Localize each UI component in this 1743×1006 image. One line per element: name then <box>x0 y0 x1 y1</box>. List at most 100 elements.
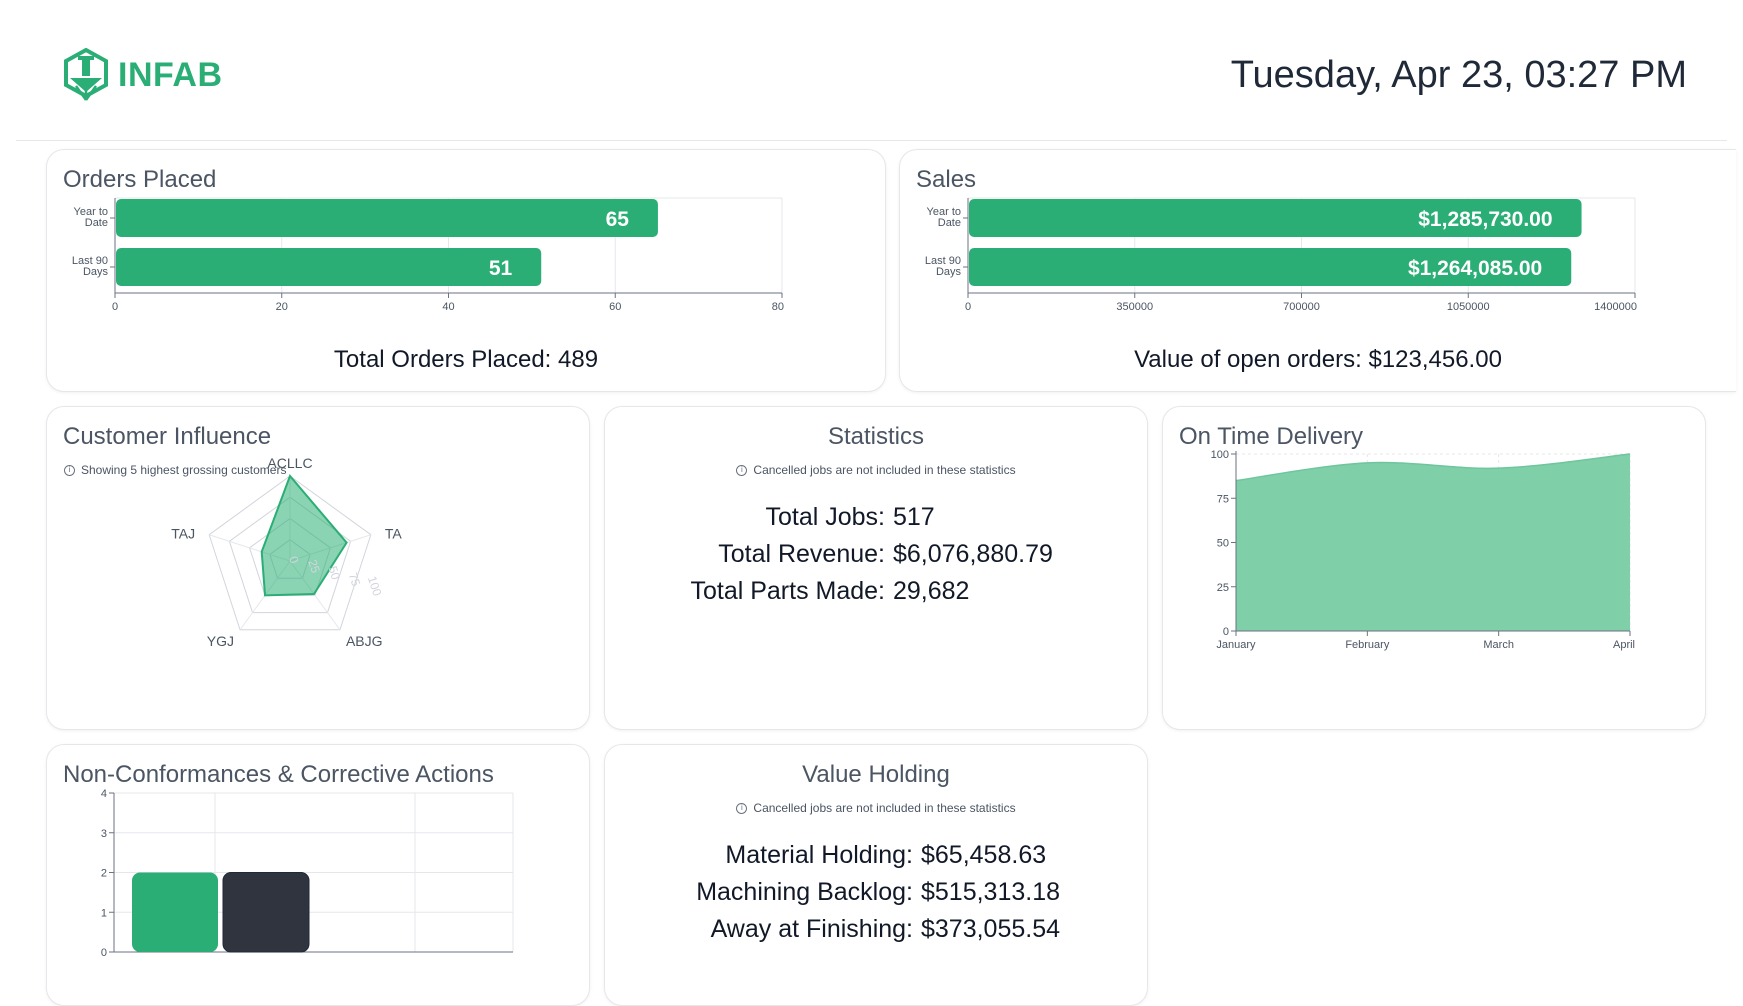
x-tick-label: February <box>1345 639 1390 651</box>
bar <box>132 872 218 952</box>
stat-label: Total Revenue: <box>718 540 885 568</box>
stat-value: $65,458.63 <box>921 841 1047 869</box>
customer-influence-note-text: Showing 5 highest grossing customers <box>81 463 287 477</box>
stat-label: Away at Finishing: <box>710 915 913 943</box>
on-time-delivery-chart: 0 25 50 75 100 January February March April <box>1211 449 1635 651</box>
radar-tick-label: 0 <box>286 554 301 565</box>
radar-axis-label: ABJG <box>346 633 383 649</box>
stat-label: Material Holding: <box>725 841 913 869</box>
logo-text: INFAB <box>118 55 223 94</box>
x-tick-label: 80 <box>772 301 784 313</box>
bar <box>222 872 310 953</box>
stat-value: $515,313.18 <box>921 878 1061 906</box>
x-tick-label: April <box>1613 639 1635 651</box>
y-category-label: Date <box>85 217 108 229</box>
x-tick-label: 1050000 <box>1447 301 1490 313</box>
y-tick-label: 0 <box>101 947 107 959</box>
bar-value-label: $1,285,730.00 <box>1418 208 1552 231</box>
area-line <box>1235 453 1631 482</box>
info-icon: i <box>64 464 75 476</box>
x-tick-label: 40 <box>442 301 454 313</box>
y-tick-label: 1 <box>101 907 107 919</box>
y-tick-label: 75 <box>1217 493 1229 505</box>
infab-logo-icon <box>64 48 108 101</box>
radar-tick-label: 100 <box>365 574 385 598</box>
info-icon: i <box>736 802 748 814</box>
x-tick-label: January <box>1216 639 1256 651</box>
x-tick-label: 350000 <box>1116 301 1153 313</box>
stat-value: $373,055.54 <box>921 915 1061 943</box>
bar <box>116 248 542 286</box>
radar-tick-label: 50 <box>326 564 344 581</box>
stat-label: Total Parts Made: <box>690 577 885 605</box>
stat-label: Machining Backlog: <box>696 878 913 906</box>
orders-placed-card: Orders Placed 0 20 40 60 80 65 Year to Date 51 La… <box>46 149 886 392</box>
header: INFAB Tuesday, Apr 23, 03:27 PM <box>0 0 1743 140</box>
statistics-note: i Cancelled jobs are not included in the… <box>605 463 1147 477</box>
stat-value: 29,682 <box>893 577 970 605</box>
stat-total-revenue: Total Revenue: $6,076,880.79 <box>605 540 1147 569</box>
radar-grid-ring <box>208 475 372 631</box>
radar-axis-label: TAJ <box>171 526 195 542</box>
statistics-title: Statistics <box>827 423 925 450</box>
y-category-label: Date <box>938 217 961 229</box>
x-tick-label: 0 <box>112 301 118 313</box>
x-tick-label: 1400000 <box>1594 301 1637 313</box>
value-holding-card: Value Holding i Cancelled jobs are not i… <box>604 744 1148 1006</box>
x-tick-label: 700000 <box>1283 301 1320 313</box>
sales-title: Sales <box>916 166 977 193</box>
statistics-card: Statistics i Cancelled jobs are not incl… <box>604 406 1148 730</box>
stat-total-jobs: Total Jobs: 517 <box>605 503 1147 532</box>
radar-axis-label: TA <box>385 526 403 542</box>
y-tick-label: 50 <box>1217 538 1229 550</box>
y-tick-label: 4 <box>101 788 107 800</box>
stat-total-parts: Total Parts Made: 29,682 <box>605 577 1147 606</box>
x-tick-label: 0 <box>965 301 971 313</box>
area-fill <box>1236 454 1630 631</box>
customer-influence-title: Customer Influence <box>63 423 272 450</box>
value-holding-title: Value Holding <box>802 761 950 788</box>
non-conformances-chart: 0 1 2 3 4 <box>101 788 514 959</box>
logo: INFAB <box>62 48 223 102</box>
y-tick-label: 25 <box>1217 582 1229 594</box>
bar <box>116 199 658 237</box>
y-tick-label: 100 <box>1211 449 1229 461</box>
y-tick-label: 2 <box>101 868 107 880</box>
customer-influence-card: Customer Influence i Showing 5 highest g… <box>46 406 590 730</box>
bar <box>969 199 1582 237</box>
header-divider <box>16 140 1727 141</box>
x-tick-label: 60 <box>609 301 621 313</box>
value-holding-note: i Cancelled jobs are not included in the… <box>605 801 1147 815</box>
y-category-label: Year to <box>927 206 961 218</box>
non-conformances-card: Non-Conformances & Corrective Actions 0 1… <box>46 744 590 1006</box>
on-time-delivery-card: On Time Delivery 0 25 50 75 100 January Februa… <box>1162 406 1706 730</box>
y-category-label: Last 90 <box>925 255 961 267</box>
y-category-label: Year to <box>74 206 108 218</box>
bar-value-label: 51 <box>489 257 513 280</box>
away-at-finishing-row: Away at Finishing: $373,055.54 <box>605 915 1147 944</box>
total-orders-label: Total Orders Placed: 489 <box>333 346 599 373</box>
open-orders-value-label: Value of open orders: $123,456.00 <box>1134 346 1502 373</box>
y-tick-label: 3 <box>101 828 107 840</box>
stat-value: $6,076,880.79 <box>893 540 1053 568</box>
sales-card: Sales 0 350000 700000 1050000 1400000 $1,285,… <box>899 149 1736 392</box>
y-category-label: Last 90 <box>72 255 108 267</box>
sales-chart: 0 350000 700000 1050000 1400000 $1,285,730.00… <box>925 197 1637 313</box>
stat-value: 517 <box>893 503 935 531</box>
y-category-label: Days <box>83 266 109 278</box>
x-tick-label: March <box>1483 639 1514 651</box>
value-holding-note-text: Cancelled jobs are not included in these… <box>753 801 1016 815</box>
customer-influence-note: i Showing 5 highest grossing customers <box>64 463 589 477</box>
on-time-delivery-title: On Time Delivery <box>1179 423 1364 450</box>
y-tick-label: 0 <box>1223 626 1229 638</box>
radar-tick-label: 25 <box>305 558 323 575</box>
statistics-note-text: Cancelled jobs are not included in these… <box>753 463 1016 477</box>
radar-tick-label: 75 <box>346 571 364 588</box>
radar-data-area <box>260 474 348 597</box>
x-tick-label: 20 <box>276 301 288 313</box>
bar <box>969 248 1572 286</box>
radar-axis-label: ACLLC <box>267 455 312 471</box>
material-holding-row: Material Holding: $65,458.63 <box>605 841 1147 870</box>
orders-placed-title: Orders Placed <box>63 166 217 193</box>
bar-value-label: $1,264,085.00 <box>1408 257 1542 280</box>
